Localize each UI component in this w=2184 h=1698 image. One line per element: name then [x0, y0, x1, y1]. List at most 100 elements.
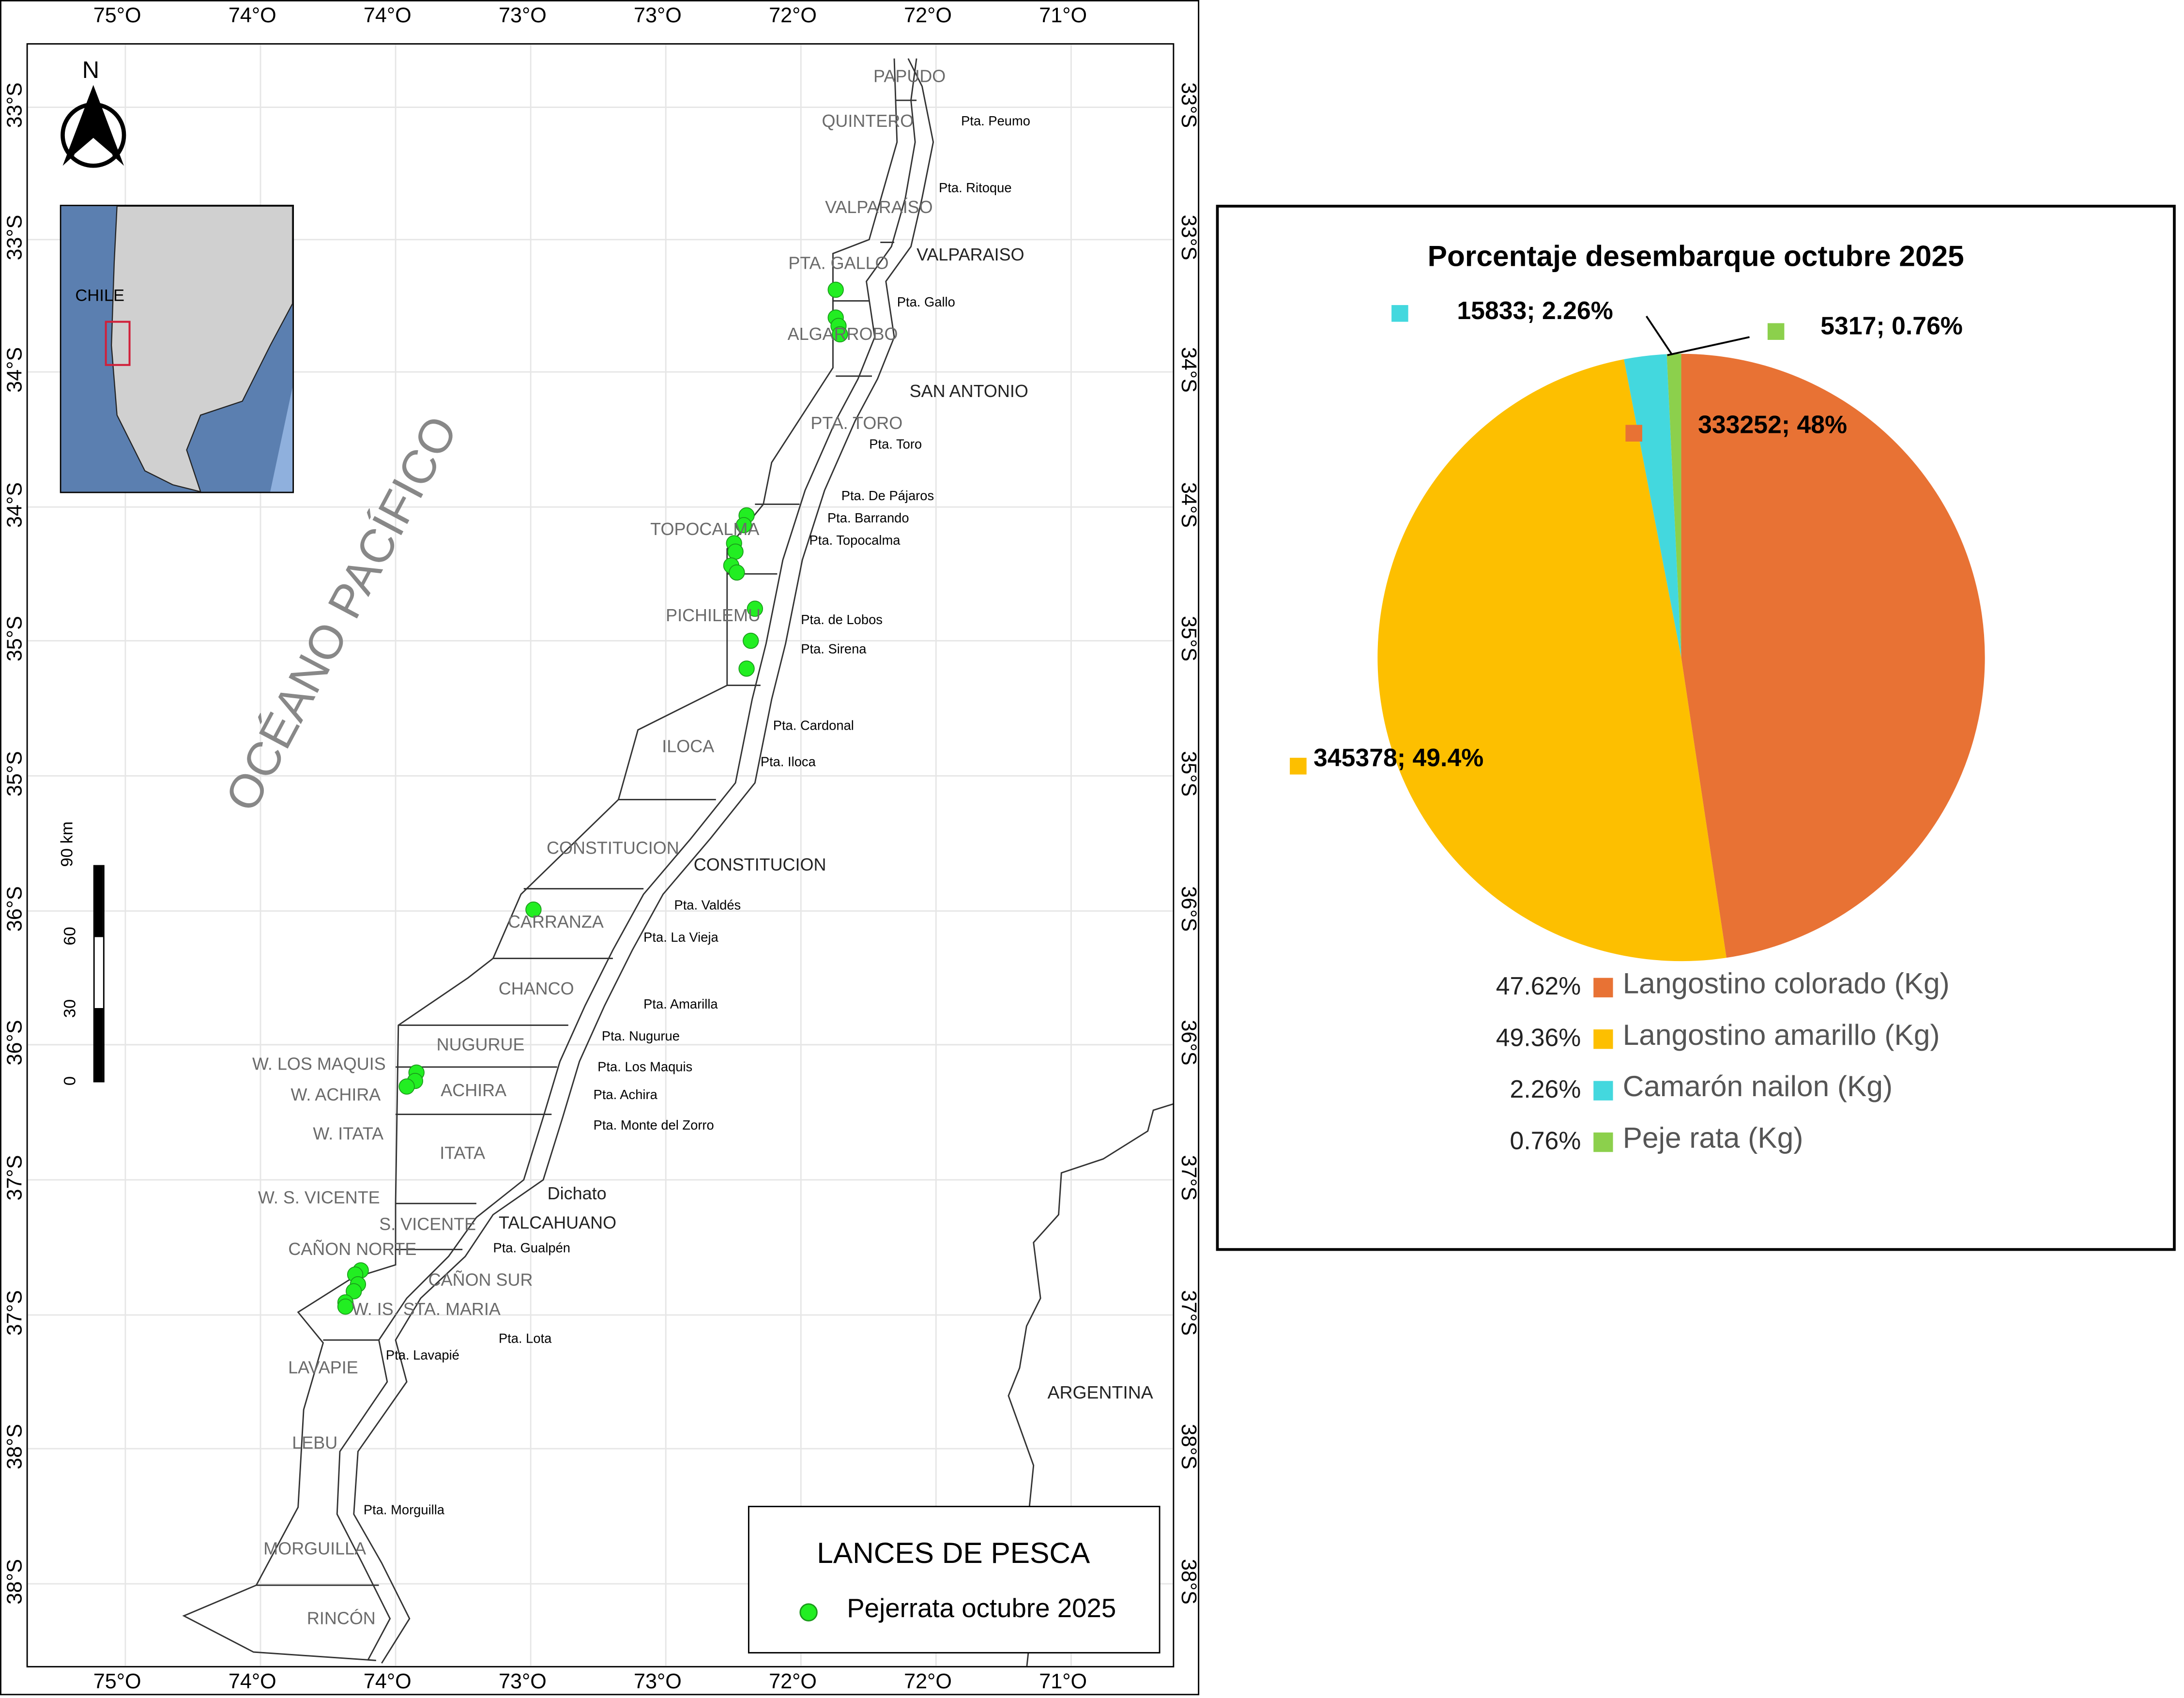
zone-label: PTA. GALLO	[788, 253, 889, 273]
point-label: Pta. Monte del Zorro	[593, 1118, 714, 1134]
fishing-set-point	[827, 281, 844, 298]
zone-label: W. ITATA	[313, 1124, 384, 1144]
zone-label: QUINTERO	[822, 111, 914, 131]
fishing-set-point	[743, 632, 759, 649]
zone-label: PAPUDO	[873, 67, 946, 87]
lat-tick-right: 33°S	[1176, 82, 1200, 128]
lon-tick-top: 74°O	[363, 4, 412, 28]
inset-map	[60, 204, 294, 493]
fishing-set-point	[337, 1298, 354, 1315]
fishing-set-point	[832, 326, 848, 343]
map-panel: PAPUDO QUINTERO VALPARAÍSO PTA. GALLO ALGARR…	[0, 0, 1200, 1696]
lat-tick-left: 33°S	[3, 82, 28, 128]
zone-label: CAÑON NORTE	[288, 1239, 417, 1259]
lon-tick-top: 72°O	[769, 4, 817, 28]
legend-title: LANCES DE PESCA	[817, 1538, 1090, 1570]
lon-tick-top: 75°O	[93, 4, 141, 28]
zone-label: CARRANZA	[508, 912, 604, 932]
zone-label: TOPOCALMA	[650, 520, 760, 539]
legend-percent: 49.36%	[1496, 1024, 1581, 1052]
lon-tick-bottom: 73°O	[498, 1670, 547, 1694]
point-label: Pta. Lavapié	[385, 1348, 459, 1364]
scale-label: 60	[60, 927, 79, 946]
point-label: Pta. Los Maquis	[597, 1060, 693, 1076]
legend-label: Langostino colorado (Kg)	[1622, 968, 1950, 1000]
zone-label: S. VICENTE	[379, 1214, 476, 1235]
zone-label: W. ACHIRA	[290, 1085, 381, 1105]
legend-swatch	[1593, 1132, 1613, 1152]
zone-label: RINCÓN	[306, 1608, 376, 1629]
point-label: Pta. Nugurue	[601, 1029, 680, 1045]
lon-tick-bottom: 72°O	[769, 1670, 817, 1694]
map-canvas	[28, 45, 1173, 1666]
lat-tick-right: 38°S	[1176, 1423, 1200, 1469]
data-label-swatch	[1290, 758, 1307, 775]
zone-label: PTA. TORO	[810, 413, 903, 433]
lat-tick-left: 37°S	[3, 1290, 28, 1336]
point-label: Pta. Iloca	[760, 755, 816, 770]
zone-label: LEBU	[292, 1433, 338, 1453]
legend-swatch	[1593, 1029, 1613, 1049]
lat-tick-right: 34°S	[1176, 347, 1200, 393]
chart-title: Porcentaje desembarque octubre 2025	[1427, 241, 1964, 273]
lat-tick-right: 36°S	[1176, 886, 1200, 932]
point-label: Pta. Topocalma	[809, 533, 901, 549]
fishing-set-point	[727, 543, 744, 560]
point-label: Pta. Peumo	[961, 114, 1030, 130]
lon-tick-bottom: 72°O	[904, 1670, 952, 1694]
lon-tick-bottom: 75°O	[93, 1670, 141, 1694]
lat-tick-left: 33°S	[3, 214, 28, 260]
pie-slice	[1681, 353, 1985, 958]
lat-tick-left: 36°S	[3, 1020, 28, 1066]
fishing-set-point	[735, 517, 752, 534]
fishing-set-point	[346, 1283, 362, 1300]
city-label: CONSTITUCION	[693, 855, 826, 875]
lat-tick-right: 36°S	[1176, 1020, 1200, 1066]
zone-label: W. IS. STA. MARIA	[351, 1300, 501, 1319]
lat-tick-left: 34°S	[3, 347, 28, 393]
scale-label: 0	[60, 1076, 79, 1086]
point-label: Pta. Lota	[498, 1331, 552, 1347]
lon-tick-bottom: 71°O	[1039, 1670, 1087, 1694]
lon-tick-top: 71°O	[1039, 4, 1087, 28]
data-label: 333252; 48%	[1698, 411, 1848, 439]
lon-tick-top: 72°O	[904, 4, 952, 28]
map-frame: PAPUDO QUINTERO VALPARAÍSO PTA. GALLO ALGARR…	[26, 43, 1175, 1667]
data-label: 5317; 0.76%	[1820, 312, 1963, 340]
point-label: Pta. Gallo	[897, 295, 955, 311]
legend-item: Pejerrata octubre 2025	[847, 1595, 1116, 1624]
point-label: Pta. Toro	[869, 437, 922, 453]
fishing-set-point	[398, 1078, 415, 1095]
map-legend: LANCES DE PESCA Pejerrata octubre 2025	[748, 1506, 1161, 1653]
zone-label: ACHIRA	[441, 1081, 507, 1101]
lon-tick-top: 73°O	[498, 4, 547, 28]
zone-label: VALPARAÍSO	[825, 198, 933, 217]
scale-bar	[93, 865, 105, 1083]
fishing-set-point	[747, 600, 764, 617]
legend-percent: 0.76%	[1510, 1127, 1581, 1155]
north-label: N	[82, 57, 100, 84]
lat-tick-right: 34°S	[1176, 482, 1200, 528]
fishing-set-point	[729, 564, 745, 581]
fishing-sets	[337, 281, 848, 1315]
legend-label: Camarón nailon (Kg)	[1622, 1071, 1893, 1103]
zone-label: LAVAPIE	[288, 1358, 358, 1378]
leader-line	[1667, 336, 1750, 356]
lon-tick-top: 73°O	[634, 4, 682, 28]
legend-point-icon	[799, 1603, 818, 1622]
lat-tick-right: 37°S	[1176, 1290, 1200, 1336]
point-label: Pta. Barrando	[827, 511, 909, 527]
scale-label: 30	[60, 999, 79, 1018]
zone-label: PICHILEMU	[666, 606, 761, 626]
data-label: 345378; 49.4%	[1313, 744, 1484, 772]
lat-tick-left: 37°S	[3, 1155, 28, 1201]
legend-label: Peje rata (Kg)	[1622, 1122, 1803, 1155]
data-label-swatch	[1391, 305, 1408, 322]
city-label: VALPARAISO	[916, 245, 1024, 265]
country-label-argentina: ARGENTINA	[1047, 1381, 1153, 1403]
point-label: Pta. Sirena	[801, 642, 867, 658]
lat-tick-right: 38°S	[1176, 1559, 1200, 1605]
point-label: Pta. Achira	[593, 1087, 657, 1103]
point-label: Pta. La Vieja	[643, 930, 718, 946]
legend-swatch	[1593, 1081, 1613, 1101]
